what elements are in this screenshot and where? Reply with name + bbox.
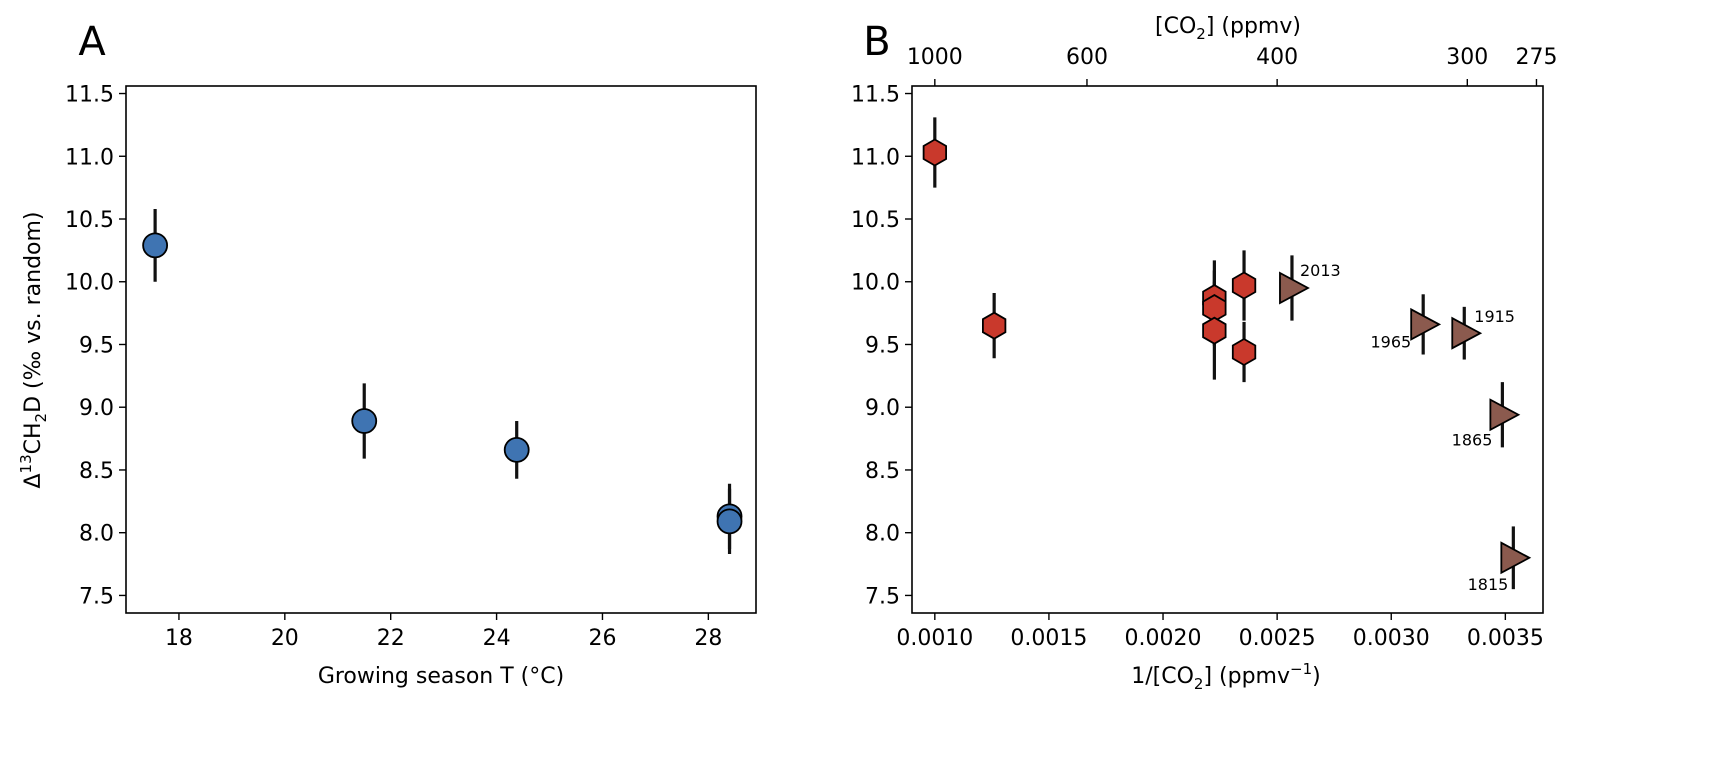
panel-a-letter: A (78, 19, 106, 65)
panel-b-x-tick-label: 0.0015 (1010, 626, 1087, 651)
panel-b-x-tick-label: 0.0010 (896, 626, 973, 651)
panel-b-year-annotation: 1965 (1370, 332, 1411, 351)
panel-a-y-tick-label: 7.5 (79, 584, 114, 609)
panel-a-y-tick-label: 8.0 (79, 522, 114, 547)
panel-b-year-annotation: 1865 (1452, 431, 1493, 450)
panel-a-x-tick-label: 28 (694, 626, 722, 651)
panel-a-y-axis-label: Δ13CH2D (‰ vs. random) (17, 211, 50, 488)
panel-a-x-tick-label: 24 (483, 626, 511, 651)
panel-b-top-tick-label: 1000 (907, 45, 963, 70)
panel-a-plot-frame (125, 85, 757, 614)
panel-b-top-tick-label: 600 (1066, 45, 1108, 70)
panel-b-y-tick-label: 9.5 (865, 333, 900, 358)
panel-b-x-tick-label: 0.0030 (1353, 626, 1430, 651)
panel-b-year-annotation: 1815 (1468, 575, 1509, 594)
panel-a-y-tick-label: 11.5 (65, 83, 114, 108)
panel-b-y-tick-label: 11.0 (851, 145, 900, 170)
panel-a-data-point (351, 408, 378, 434)
panel-a-x-tick-label: 20 (271, 626, 299, 651)
panel-b-x-axis-label: 1/[CO2] (ppmv−1) (1131, 660, 1320, 693)
panel-b-hexagon-point (1202, 316, 1227, 345)
panel-b-y-tick-label: 8.5 (865, 459, 900, 484)
panel-b-y-tick-label: 11.5 (851, 83, 900, 108)
panel-a-data-point (142, 232, 169, 259)
panel-b-y-tick-label: 10.5 (851, 208, 900, 233)
panel-b-top-tick-label: 400 (1256, 45, 1298, 70)
panel-a-y-tick-label: 10.0 (65, 271, 114, 296)
panel-b-hexagon-point (922, 138, 947, 167)
panel-a-y-tick-label: 8.5 (79, 459, 114, 484)
panel-b-x-tick-label: 0.0020 (1125, 626, 1202, 651)
panel-b-x-tick-label: 0.0025 (1239, 626, 1316, 651)
panel-b-hexagon-point (1231, 337, 1257, 367)
panel-a-y-tick-label: 9.0 (79, 396, 114, 421)
panel-b-triangle-point (1451, 316, 1483, 350)
panel-a-x-axis-label: Growing season T (°C) (318, 664, 564, 689)
panel-b-letter: B (863, 19, 890, 65)
panel-b-triangle-point (1489, 398, 1521, 432)
panel-b-hexagon-point (982, 311, 1007, 340)
panel-b-y-tick-label: 10.0 (851, 271, 900, 296)
panel-a: 7.5 8.0 8.5 9.0 9.5 10.0 10.5 11.0 11.5 18 20 22 24 2… (17, 19, 757, 689)
panel-b-top-tick-label: 300 (1446, 45, 1488, 70)
panel-b-year-annotation: 1915 (1474, 307, 1515, 326)
panel-b: 7.5 8.0 8.5 9.0 9.5 10.0 10.5 11.0 11.5 0.0010 0.0… (851, 14, 1557, 693)
panel-b-y-tick-label: 9.0 (865, 396, 900, 421)
panel-a-x-tick-label: 26 (588, 626, 616, 651)
panel-a-x-tick-label: 18 (165, 626, 193, 651)
panel-b-plot-frame (911, 85, 1544, 614)
panel-a-y-tick-label: 10.5 (65, 208, 114, 233)
panel-b-top-axis-label: [CO2] (ppmv) (1155, 14, 1301, 43)
panel-a-x-tick-label: 22 (377, 626, 405, 651)
panel-a-data-point (503, 436, 530, 463)
panel-b-triangle-point (1279, 271, 1310, 305)
panel-b-y-tick-label: 8.0 (865, 522, 900, 547)
panel-b-top-tick-label: 275 (1515, 45, 1557, 70)
panel-a-y-tick-label: 9.5 (79, 333, 114, 358)
panel-b-hexagon-point (1231, 271, 1257, 300)
panel-a-data-point (716, 508, 743, 535)
panel-a-y-tick-label: 11.0 (65, 145, 114, 170)
panel-b-triangle-point (1410, 307, 1442, 341)
panel-b-y-tick-label: 7.5 (865, 584, 900, 609)
panel-b-triangle-point (1500, 541, 1532, 575)
panel-b-x-tick-label: 0.0035 (1467, 626, 1544, 651)
panel-b-year-annotation: 2013 (1300, 261, 1341, 280)
